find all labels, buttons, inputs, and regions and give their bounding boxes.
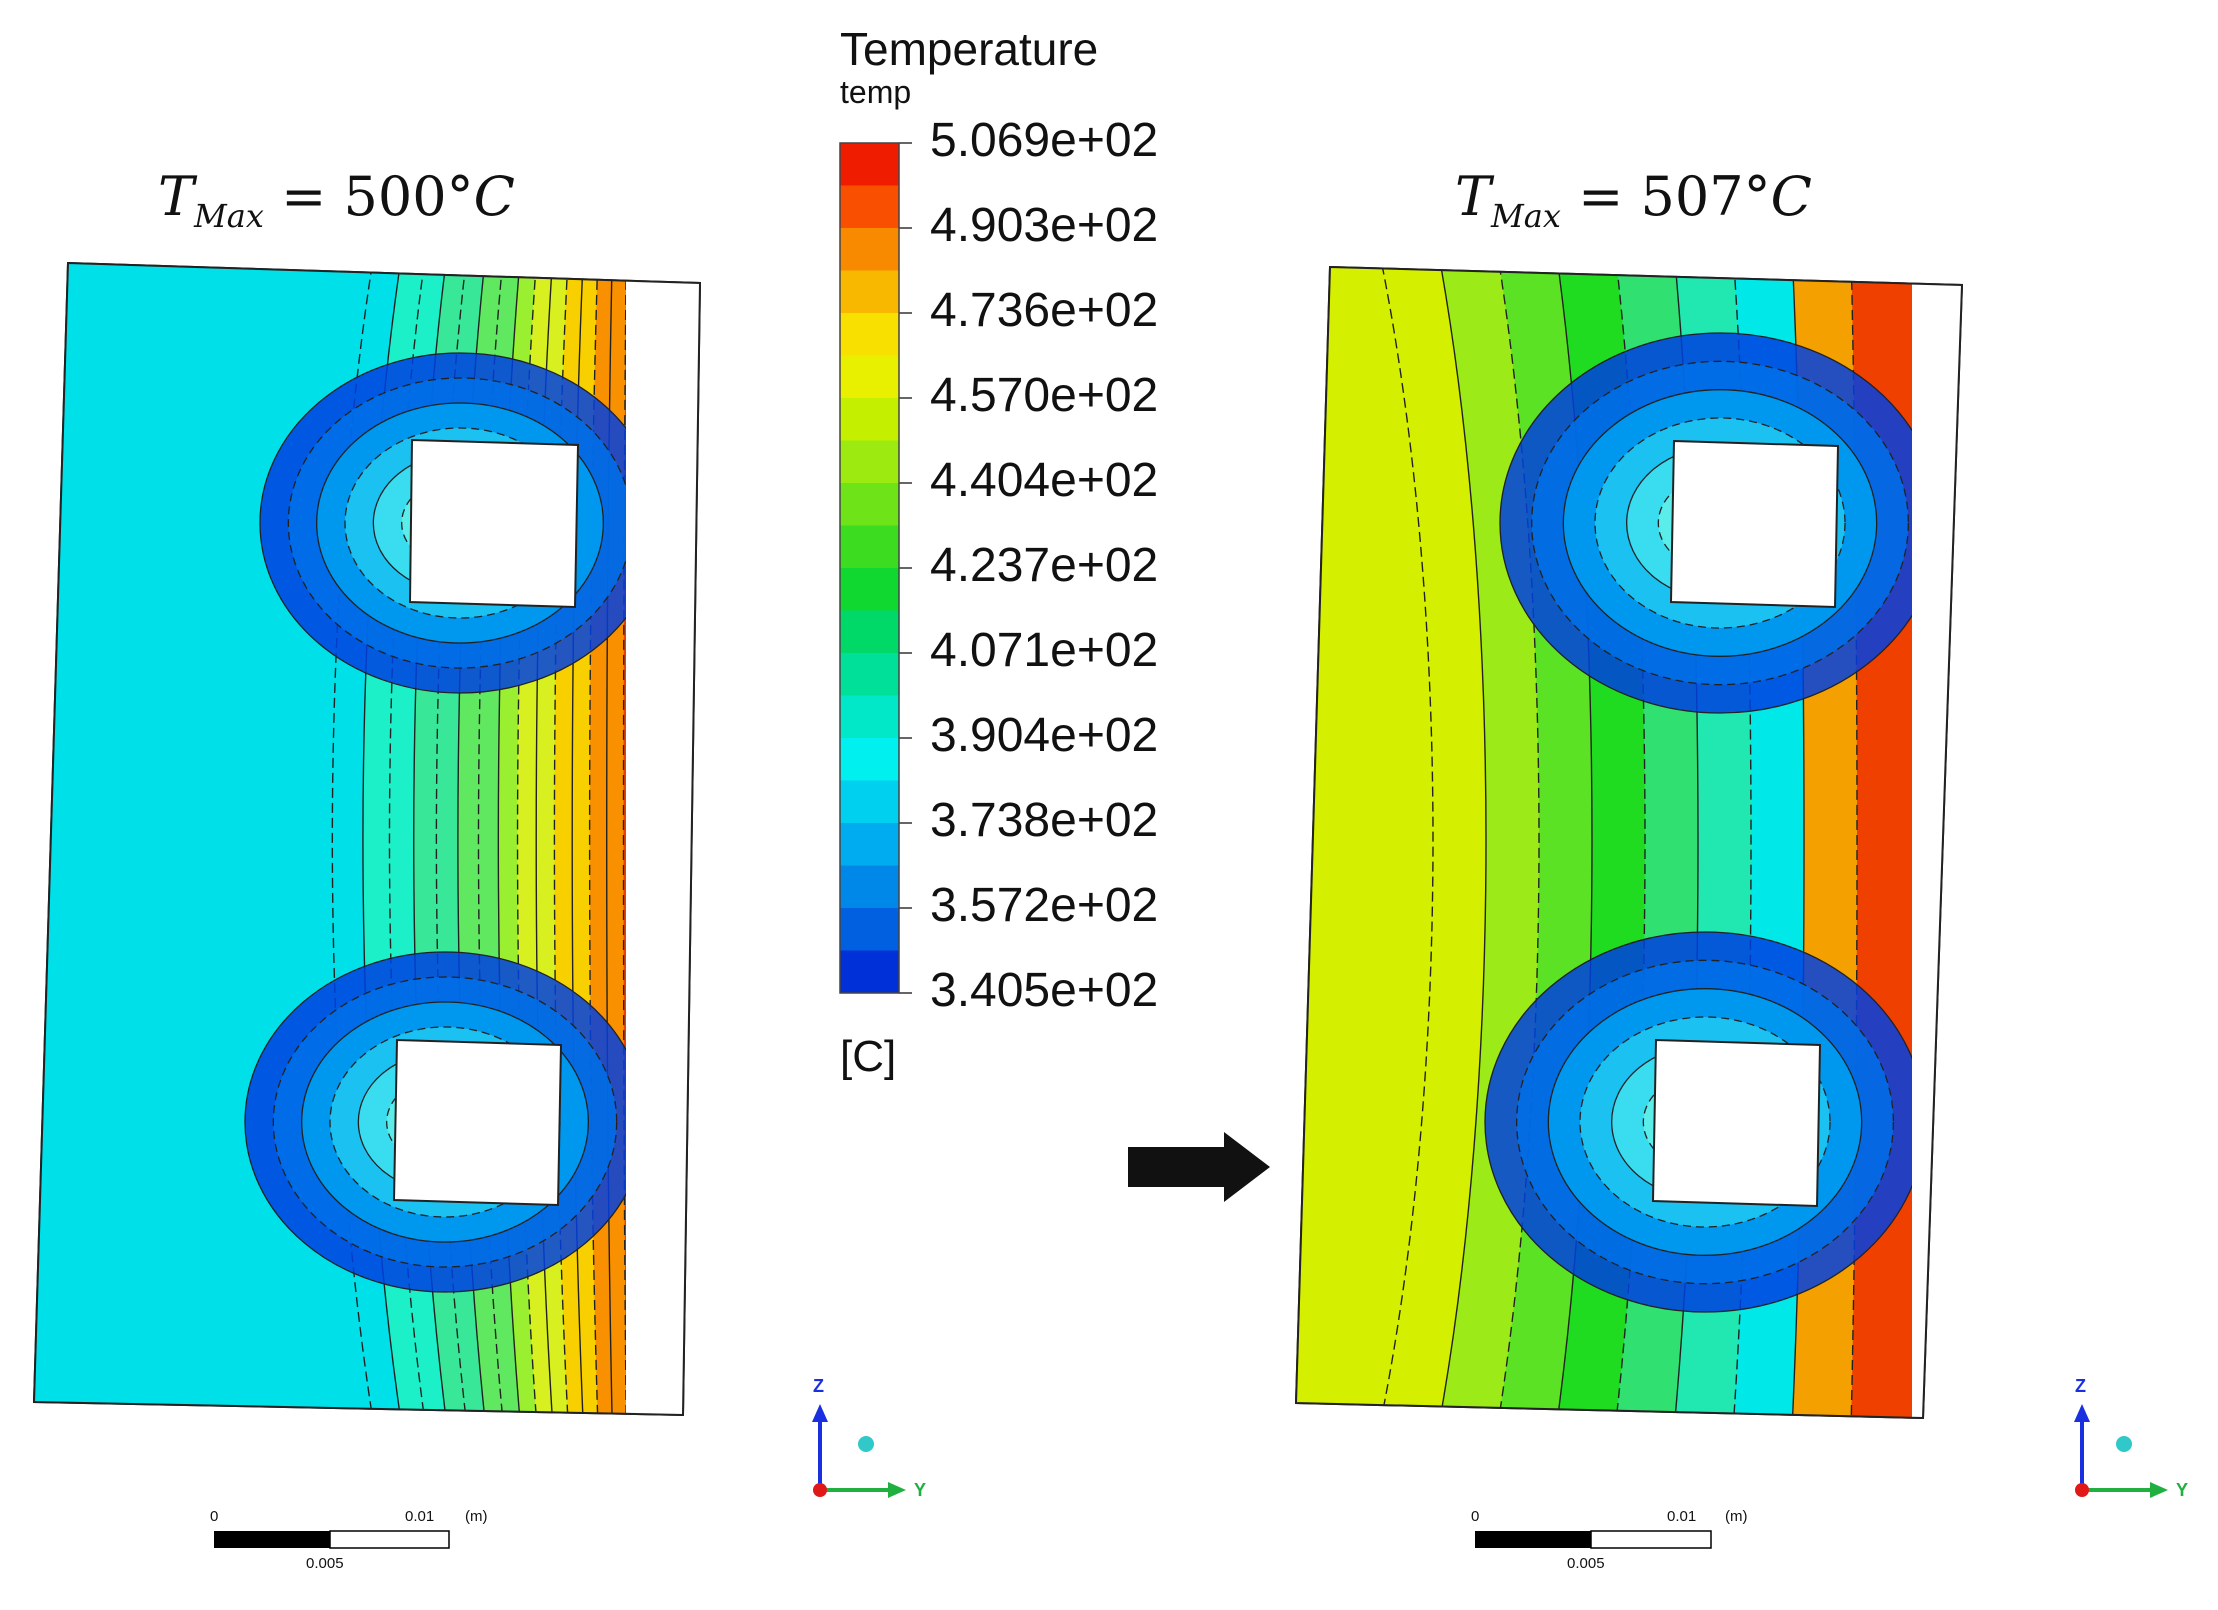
legend-color-step bbox=[840, 865, 899, 909]
right-z-label: Z bbox=[2075, 1376, 2086, 1396]
left-tmax-label: TMax = 500°C bbox=[158, 165, 515, 235]
legend-color-step bbox=[840, 908, 899, 951]
right-scale-bar bbox=[1475, 1530, 1712, 1549]
left-y-label: Y bbox=[914, 1480, 927, 1500]
right-tmax-unit: C bbox=[1770, 165, 1812, 228]
legend-color-step bbox=[840, 568, 899, 611]
left-tmax-sub: Max bbox=[194, 197, 264, 235]
left-scale-mid: 0.005 bbox=[306, 1555, 344, 1572]
left-view-dot bbox=[858, 1436, 874, 1452]
right-hole-top bbox=[1669, 439, 1840, 609]
legend-color-bar bbox=[840, 142, 912, 994]
legend-color-step bbox=[840, 355, 899, 399]
legend-color-step bbox=[840, 950, 899, 994]
right-tmax-value: = 507° bbox=[1560, 165, 1771, 228]
left-tmax-unit: C bbox=[473, 165, 515, 228]
legend-tick-label: 5.069e+02 bbox=[930, 114, 1159, 167]
legend-color-step bbox=[840, 270, 899, 314]
left-origin-dot bbox=[813, 1483, 827, 1497]
left-hole-bottom bbox=[392, 1038, 563, 1207]
legend-tick-label: 4.071e+02 bbox=[930, 624, 1159, 677]
left-wall-strip bbox=[626, 263, 700, 1415]
right-y-label: Y bbox=[2176, 1480, 2189, 1500]
left-hole-top bbox=[408, 438, 580, 609]
right-scale-unit: (m) bbox=[1725, 1508, 1748, 1525]
left-axis-triad bbox=[812, 1404, 906, 1498]
legend-tick-label: 3.572e+02 bbox=[930, 879, 1159, 932]
right-scale-end: 0.01 bbox=[1667, 1508, 1697, 1525]
left-scale-unit: (m) bbox=[465, 1508, 488, 1525]
right-view-dot bbox=[2116, 1436, 2132, 1452]
legend-color-step bbox=[840, 440, 899, 484]
legend-color-step bbox=[840, 525, 899, 569]
transition-arrow bbox=[1128, 1132, 1270, 1202]
legend-tick-label: 4.237e+02 bbox=[930, 539, 1159, 592]
legend-color-step bbox=[840, 738, 899, 781]
right-contour-panel bbox=[1294, 265, 1964, 1420]
legend-tick-label: 4.903e+02 bbox=[930, 199, 1159, 252]
legend-color-step bbox=[840, 228, 899, 271]
legend-color-step bbox=[840, 483, 899, 526]
legend-color-step bbox=[840, 185, 899, 229]
legend-subtitle: temp bbox=[840, 74, 912, 110]
right-axis-triad bbox=[2074, 1404, 2168, 1498]
legend-color-step bbox=[840, 695, 899, 739]
legend-title: Temperature bbox=[840, 23, 1099, 75]
legend-tick-label: 3.738e+02 bbox=[930, 794, 1159, 847]
right-tmax-label: TMax = 507°C bbox=[1455, 165, 1812, 235]
right-origin-dot bbox=[2075, 1483, 2089, 1497]
legend-color-step bbox=[840, 313, 899, 356]
legend-tick-label: 4.404e+02 bbox=[930, 454, 1159, 507]
legend-tick-label: 4.736e+02 bbox=[930, 284, 1159, 337]
legend-color-step bbox=[840, 143, 899, 186]
legend-color-step bbox=[840, 653, 899, 696]
right-hole-bottom bbox=[1651, 1038, 1822, 1208]
legend-tick-label: 3.405e+02 bbox=[930, 964, 1159, 1017]
legend-color-step bbox=[840, 780, 899, 824]
legend-color-step bbox=[840, 823, 899, 866]
legend-unit: [C] bbox=[840, 1032, 897, 1081]
legend-color-step bbox=[840, 610, 899, 654]
right-scale-start: 0 bbox=[1471, 1508, 1480, 1525]
left-tmax-value: = 500° bbox=[263, 165, 474, 228]
right-scale-mid: 0.005 bbox=[1567, 1555, 1605, 1572]
left-scale-bar bbox=[214, 1530, 450, 1549]
left-scale-start: 0 bbox=[210, 1508, 219, 1525]
right-tmax-symbol: T bbox=[1455, 165, 1492, 228]
legend-tick-label: 4.570e+02 bbox=[930, 369, 1159, 422]
right-wall-strip bbox=[1912, 267, 1962, 1418]
left-tmax-symbol: T bbox=[158, 165, 195, 228]
legend-color-step bbox=[840, 398, 899, 441]
left-scale-end: 0.01 bbox=[405, 1508, 435, 1525]
left-z-label: Z bbox=[813, 1376, 824, 1396]
legend-tick-label: 3.904e+02 bbox=[930, 709, 1159, 762]
right-tmax-sub: Max bbox=[1491, 197, 1561, 235]
left-contour-panel bbox=[32, 261, 702, 1417]
